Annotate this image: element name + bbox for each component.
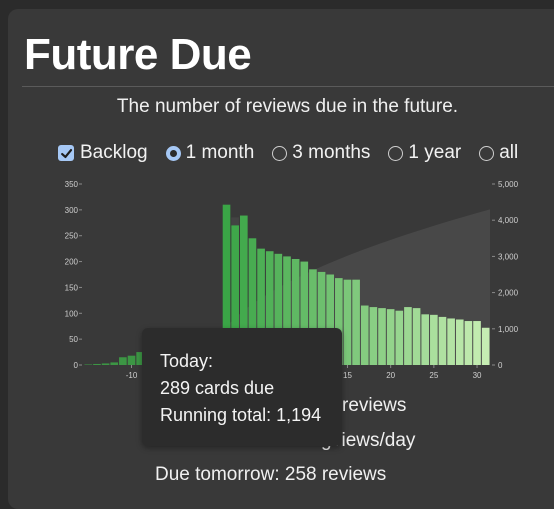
chart-bar [265,251,274,365]
chart-bar [326,274,335,365]
y-tick-label: 50 [69,335,78,344]
chart-bar [473,321,481,365]
due-tomorrow-text: Due tomorrow: 258 reviews [155,464,387,485]
y-tick-label: 250 [65,232,79,241]
range-label: 1 year [408,142,462,163]
chart-bar [464,321,473,365]
chart-bar [119,357,127,365]
chart-bar [343,279,352,365]
page-title: Future Due [24,30,252,79]
x-tick-label: 25 [429,371,438,380]
chart-bar [386,309,395,365]
radio-1-month[interactable] [165,145,181,161]
x-tick-label: -10 [126,371,138,380]
chart-bar [101,363,110,365]
average-text-suffix: views/day [332,430,416,451]
y-tick-label: 300 [65,206,79,215]
chart-tooltip: Today: 289 cards due Running total: 1,19… [142,328,342,446]
chart-bar [110,362,119,365]
x-tick-label: 30 [473,371,482,380]
range-option-1-month[interactable]: 1 month [165,142,255,164]
y-right-tick-label: 5,000 [498,180,519,189]
y-tick-label: 0 [74,361,79,370]
range-option-3-months[interactable]: 3 months [272,142,370,164]
y-tick-label: 150 [65,283,79,292]
chart-bar [84,364,93,365]
chart-bar [430,314,438,365]
range-controls: Backlog 1 month 3 months 1 year all [58,142,536,164]
chart-bar [309,269,317,365]
chart-bar [257,248,265,365]
hovered-bar-highlight [231,217,239,226]
backlog-toggle[interactable]: Backlog [58,142,148,164]
chart-bar [438,316,447,365]
checkmark-icon [60,148,72,158]
chart-bar [248,238,257,365]
chart-bar [300,261,309,365]
radio-3-months[interactable] [272,145,288,161]
x-tick-label: 15 [343,371,352,380]
chart-bar [93,363,101,365]
y-right-tick-label: 4,000 [498,216,519,225]
chart-bar [335,278,343,365]
chart-bar [481,327,490,365]
chart-bar [378,308,386,365]
x-tick-label: 20 [386,371,395,380]
chart-bar [352,279,360,365]
y-right-tick-label: 2,000 [498,289,519,298]
chart-bar [317,271,326,365]
chart-bar [283,256,291,365]
backlog-label: Backlog [80,142,148,163]
range-label: all [499,142,519,163]
backlog-checkbox[interactable] [58,145,74,161]
chart-bar [412,308,421,365]
chart-bar [455,319,464,365]
chart-bar [127,355,136,365]
chart-bar [421,314,430,365]
y-tick-label: 200 [65,258,79,267]
range-label: 1 month [185,142,255,163]
title-divider [22,86,554,87]
chart-bar [447,318,455,365]
chart-bar [369,307,378,365]
tooltip-running-total: Running total: 1,194 [160,405,322,425]
chart-bar [239,215,248,365]
y-tick-label: 100 [65,309,79,318]
total-reviews-text: reviews [342,395,407,416]
tooltip-count: 289 cards due [160,378,275,398]
radio-1-year[interactable] [388,145,404,161]
chart-bar [231,225,239,365]
y-right-tick-label: 3,000 [498,252,519,261]
chart-bar [136,352,144,365]
graph-subtitle: The number of reviews due in the future. [116,96,459,117]
y-tick-label: 350 [65,180,79,189]
future-due-chart[interactable]: 0 50 100 150 200 250 300 350 0 1,000 2,000 3,000 4,0… [0,170,554,385]
range-option-all[interactable]: all [479,142,518,164]
range-option-1-year[interactable]: 1 year [388,142,461,164]
chart-bar [291,258,300,365]
chart-bar [395,310,404,365]
radio-all[interactable] [479,145,495,161]
chart-bar [404,307,412,365]
y-right-tick-label: 1,000 [498,325,519,334]
chart-bar [360,305,369,365]
chart-bar [274,253,283,365]
y-right-tick-label: 0 [498,361,503,370]
chart-bar [222,204,231,365]
tooltip-day: Today: [160,351,214,371]
range-label: 3 months [292,142,371,163]
